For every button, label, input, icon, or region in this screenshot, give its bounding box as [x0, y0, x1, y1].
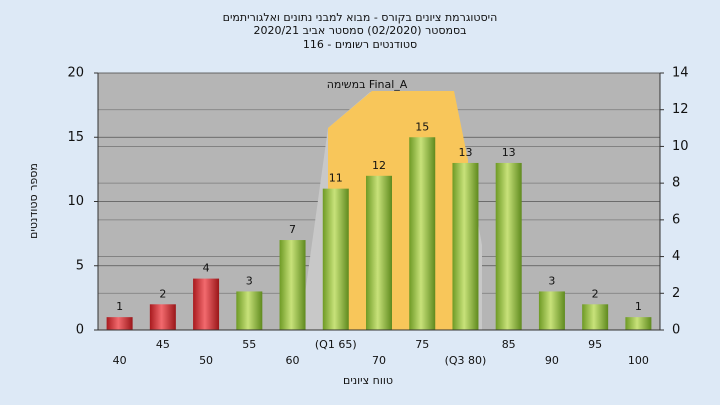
y-tick-label: 15 — [67, 130, 84, 145]
x-tick-label: 45 — [156, 338, 170, 351]
bar — [236, 291, 263, 330]
x-tick-label: 85 — [502, 338, 516, 351]
y2-tick-label: 8 — [672, 176, 680, 191]
bar — [106, 317, 133, 330]
data-label: 1 — [635, 300, 642, 313]
x-tick-label: 60 — [286, 354, 300, 367]
y2-tick-label: 14 — [672, 66, 689, 81]
bar — [193, 278, 220, 330]
y2-tick-label: 4 — [672, 249, 680, 264]
bar — [279, 240, 306, 330]
y-tick-label: 20 — [67, 66, 84, 81]
y-tick-label: 5 — [76, 258, 84, 273]
bar — [409, 137, 436, 330]
y-tick-label: 10 — [67, 194, 84, 209]
data-label: 4 — [203, 262, 210, 275]
chart-subtitle: סטודנטים רשומים - 116 — [303, 38, 417, 51]
bar — [322, 188, 349, 330]
chart-title: היסטוגרמת ציונים בקורס - מבוא למבני נתונ… — [223, 11, 498, 24]
x-tick-label: 95 — [588, 338, 602, 351]
y2-tick-label: 12 — [672, 102, 689, 117]
x-tick-label: 50 — [199, 354, 213, 367]
x-tick-label: 100 — [628, 354, 649, 367]
y-tick-label: 0 — [76, 323, 84, 338]
data-label: 3 — [548, 274, 555, 287]
y2-tick-label: 2 — [672, 286, 680, 301]
bar — [366, 175, 392, 330]
x-tick-label: 70 — [372, 354, 386, 367]
annotation: במשימה Final_A — [327, 78, 408, 91]
bar — [625, 317, 652, 330]
chart-subtitle: בסמסטר (02/2020) סמסטר אביב 2020/21 — [253, 24, 466, 37]
data-label: 2 — [159, 287, 166, 300]
data-label: 1 — [116, 300, 123, 313]
data-label: 3 — [246, 274, 253, 287]
quartile-box — [328, 91, 468, 330]
data-label: 11 — [329, 172, 343, 185]
bar — [452, 162, 479, 330]
x-tick-label: (Q1 65) — [315, 338, 357, 351]
y2-tick-label: 0 — [672, 323, 680, 338]
x-tick-label: 75 — [415, 338, 429, 351]
bar — [582, 304, 609, 330]
data-label: 13 — [458, 146, 472, 159]
data-label: 7 — [289, 223, 296, 236]
x-tick-label: 55 — [242, 338, 256, 351]
data-label: 13 — [502, 146, 516, 159]
data-label: 15 — [415, 120, 429, 133]
x-tick-label: 90 — [545, 354, 559, 367]
x-tick-label: 40 — [113, 354, 127, 367]
data-label: 12 — [372, 159, 386, 172]
y2-tick-label: 10 — [672, 139, 689, 154]
bar — [495, 162, 522, 330]
x-tick-label: (Q3 80) — [445, 354, 487, 367]
data-label: 2 — [592, 287, 599, 300]
bar — [149, 304, 176, 330]
bar — [538, 291, 565, 330]
x-axis-label: טווח ציונים — [343, 374, 393, 387]
y2-tick-label: 6 — [672, 212, 680, 227]
y-axis-label: מספר סטודנטים — [27, 163, 40, 239]
